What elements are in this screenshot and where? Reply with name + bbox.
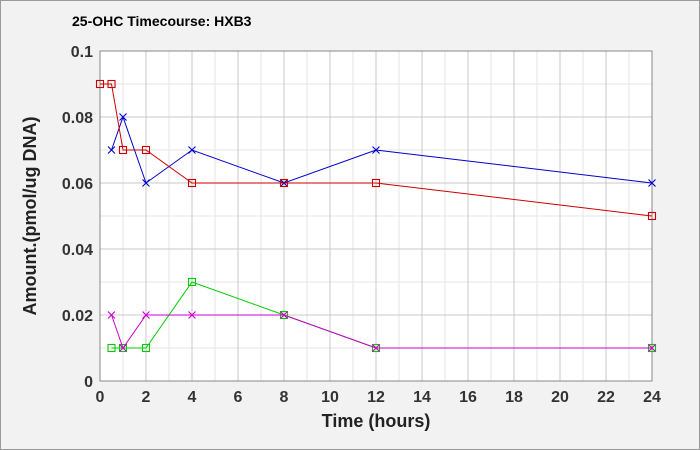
- series-line: [100, 83, 653, 217]
- data-point: [187, 178, 197, 188]
- data-point: [107, 146, 116, 154]
- series-2: [95, 79, 657, 221]
- y-tick-label: 0: [84, 374, 93, 391]
- x-tick-label: 18: [505, 389, 523, 406]
- data-point: [188, 146, 196, 154]
- series-4: [107, 311, 656, 352]
- x-tick-label: 20: [551, 389, 569, 406]
- data-point: [107, 311, 116, 319]
- x-tick-label: 16: [459, 389, 477, 406]
- data-point: [372, 146, 380, 154]
- y-tick-label: 0.1: [71, 44, 93, 61]
- x-tick-label: 14: [413, 389, 431, 406]
- data-point: [279, 178, 289, 188]
- y-axis-label: Amount.(pmol/ug DNA): [20, 117, 40, 316]
- data-point: [280, 311, 288, 319]
- x-axis-label: Time (hours): [322, 411, 431, 431]
- y-axis-ticks: 0 0.02 0.04 0.06 0.08 0.1: [62, 44, 93, 391]
- y-tick-label: 0.04: [62, 242, 93, 259]
- data-point: [142, 311, 150, 319]
- data-point: [141, 145, 151, 155]
- data-point: [371, 178, 381, 188]
- data-point: [118, 343, 128, 353]
- y-tick-label: 0.02: [62, 308, 93, 325]
- x-tick-label: 4: [188, 389, 197, 406]
- data-point: [648, 344, 656, 352]
- x-tick-label: 12: [367, 389, 385, 406]
- data-point: [141, 343, 151, 353]
- data-point: [142, 179, 150, 187]
- x-tick-label: 6: [234, 389, 243, 406]
- data-point: [107, 79, 116, 89]
- data-point: [119, 344, 127, 352]
- data-point: [372, 344, 380, 352]
- data-point: [95, 79, 105, 89]
- x-tick-label: 0: [96, 389, 105, 406]
- x-axis-ticks: 0 2 4 6 8 10 12 14 16 18 20 22 24: [96, 389, 661, 406]
- x-tick-label: 22: [597, 389, 615, 406]
- x-tick-label: 24: [643, 389, 661, 406]
- x-tick-label: 8: [280, 389, 289, 406]
- data-point: [119, 113, 127, 121]
- data-point: [118, 145, 128, 155]
- y-tick-label: 0.08: [62, 110, 93, 127]
- series-layer: [95, 79, 657, 353]
- data-point: [107, 343, 116, 353]
- x-tick-label: 10: [321, 389, 339, 406]
- y-tick-label: 0.06: [62, 176, 93, 193]
- data-point: [648, 179, 656, 187]
- x-tick-label: 2: [142, 389, 151, 406]
- data-point: [647, 211, 657, 221]
- series-1: [107, 113, 656, 187]
- chart-title: 25-OHC Timecourse: HXB3: [72, 13, 252, 29]
- data-point: [188, 311, 196, 319]
- data-point: [187, 277, 197, 287]
